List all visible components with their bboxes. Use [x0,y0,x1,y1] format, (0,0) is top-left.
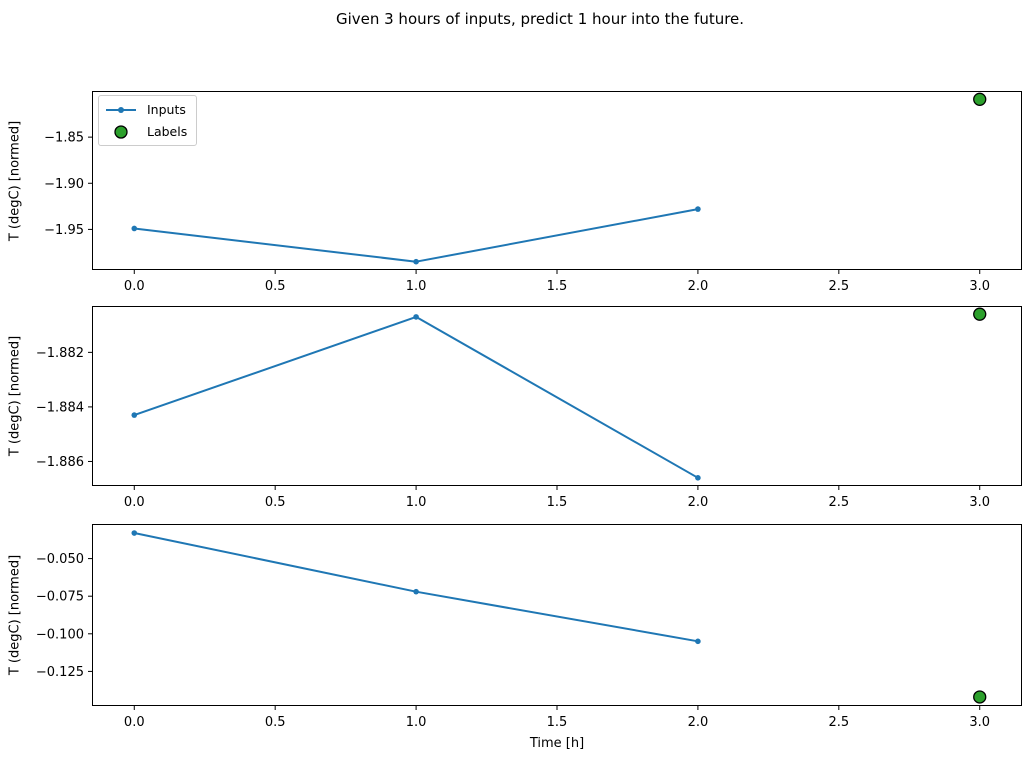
legend-label-labels: Labels [147,124,188,139]
x-tick-label: 0.5 [265,495,286,510]
inputs-marker [413,588,419,595]
legend: Inputs Labels [98,95,198,146]
y-tick-label: −1.85 [44,131,84,146]
inputs-marker-sample [118,106,124,113]
legend-item-inputs: Inputs [104,100,187,119]
inputs-marker [131,225,138,232]
x-tick-label: 3.0 [969,495,990,510]
y-tick-label: −1.882 [36,346,84,361]
y-tick-label: −0.125 [36,665,84,680]
inputs-marker [131,412,138,418]
inputs-marker [413,314,419,320]
figure-title: Given 3 hours of inputs, predict 1 hour … [335,10,745,28]
labels-point [973,92,987,106]
x-tick-label: 0.5 [265,279,286,294]
y-axis-label-subplot-2: T (degC) [normed] [7,335,23,457]
y-axis-label-subplot-1: T (degC) [normed] [7,120,23,242]
y-tick-label: −1.884 [36,400,84,415]
x-tick-label: 2.0 [688,495,709,510]
subplot-3: 0.0 0.5 1.0 1.5 2.0 2.5 3.0 −0.050 −0.075 −0.100 −… [36,524,1022,730]
x-tick-label: 2.5 [828,279,849,294]
inputs-marker [413,258,419,265]
labels-point [973,690,987,704]
subplot-2: 0.0 0.5 1.0 1.5 2.0 2.5 3.0 −1.882 −1.884 −1.886 [36,306,1022,510]
x-tick-label: 2.5 [828,715,849,730]
plot-frame [92,306,1022,486]
inputs-marker [695,206,701,212]
legend-label-inputs: Inputs [147,102,186,117]
x-tick-label: 1.5 [547,279,568,294]
labels-marker-sample [114,124,128,139]
x-tick-label: 1.0 [406,495,427,510]
subplot-1: 0.0 0.5 1.0 1.5 2.0 2.5 3.0 −1.85 −1.90 −1.95 [44,91,1022,294]
plot-frame [92,91,1022,270]
plot-frame [92,524,1022,706]
labels-marker-icon [114,124,128,139]
y-tick-label: −1.95 [44,223,84,238]
x-tick-label: 1.0 [406,715,427,730]
x-tick-label: 0.0 [124,495,145,510]
x-tick-label: 2.0 [688,279,709,294]
y-axis-label-subplot-3: T (degC) [normed] [7,554,23,676]
y-tick-label: −0.050 [36,552,84,567]
inputs-marker [695,475,701,481]
inputs-marker [131,530,138,536]
x-tick-label: 0.0 [124,715,145,730]
legend-item-labels: Labels [104,122,187,141]
y-tick-label: −1.90 [44,177,84,192]
x-axis-label: Time [h] [529,736,585,751]
x-tick-label: 3.0 [969,715,990,730]
x-tick-label: 1.0 [406,279,427,294]
x-tick-label: 0.0 [124,279,145,294]
x-tick-label: 2.0 [688,715,709,730]
x-tick-label: 3.0 [969,279,990,294]
y-tick-label: −0.075 [36,590,84,605]
x-tick-label: 1.5 [547,715,568,730]
inputs-line-icon [106,106,136,113]
x-tick-label: 2.5 [828,495,849,510]
y-tick-label: −0.100 [36,627,84,642]
y-tick-label: −1.886 [36,455,84,470]
x-tick-label: 0.5 [265,715,286,730]
x-tick-label: 1.5 [547,495,568,510]
inputs-marker [695,638,701,645]
labels-point [973,307,987,321]
